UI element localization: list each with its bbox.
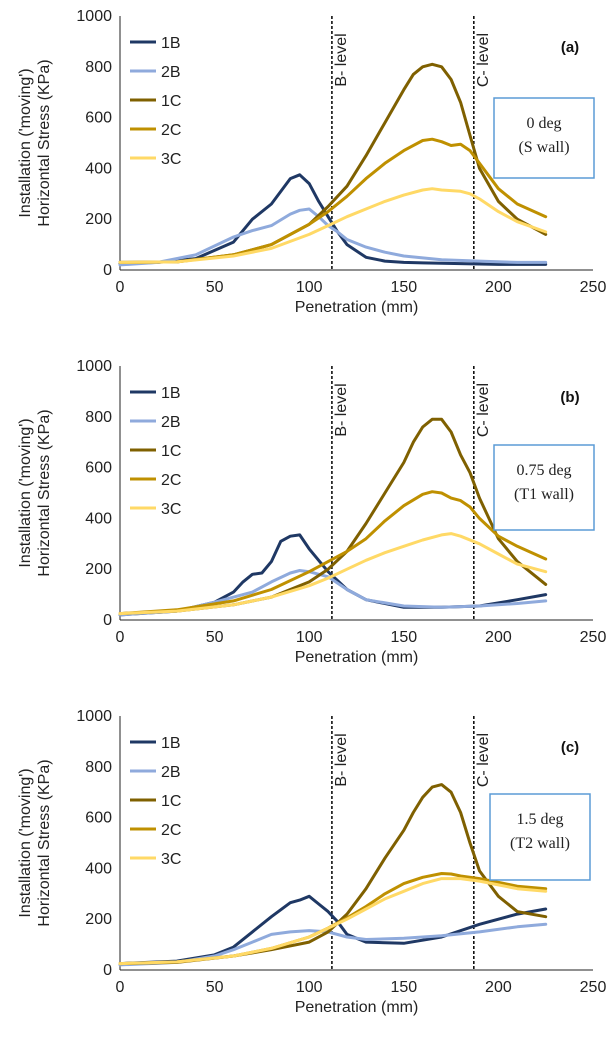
x-tick-label: 50 xyxy=(206,629,224,646)
x-tick-label: 200 xyxy=(485,979,512,996)
series-line-1C xyxy=(118,783,548,966)
x-axis-title: Penetration (mm) xyxy=(295,649,419,666)
reference-line-label: B- level xyxy=(333,733,350,786)
x-axis-title: Penetration (mm) xyxy=(295,299,419,316)
y-axis-title: Horizontal Stress (KPa) xyxy=(36,409,53,576)
legend-label: 2C xyxy=(161,822,181,839)
y-tick-label: 400 xyxy=(85,160,112,177)
legend-label: 1C xyxy=(161,793,181,810)
legend-label: 1C xyxy=(161,443,181,460)
y-axis-title: Installation ('moving') xyxy=(17,418,34,567)
chart-panel-1: 0 200 400 600 800 1000 0 50 100 150 200 250 Penetrat… xyxy=(17,8,607,316)
series-line-1B xyxy=(118,894,548,966)
legend-label: 1B xyxy=(161,385,181,402)
y-tick-label: 200 xyxy=(85,561,112,578)
reference-line-label: C- level xyxy=(475,733,492,787)
y-axis-title: Installation ('moving') xyxy=(17,768,34,917)
annotation-text: 0.75 deg xyxy=(516,462,571,479)
x-tick-label: 150 xyxy=(390,629,417,646)
legend-label: 1B xyxy=(161,735,181,752)
y-tick-label: 1000 xyxy=(76,8,112,25)
y-tick-label: 400 xyxy=(85,860,112,877)
x-tick-label: 50 xyxy=(206,979,224,996)
panel-label: (b) xyxy=(560,389,579,406)
x-tick-label: 250 xyxy=(580,629,607,646)
x-tick-label: 0 xyxy=(116,979,125,996)
series-line-2B xyxy=(118,207,548,267)
annotation-box xyxy=(489,793,591,881)
y-tick-label: 0 xyxy=(103,962,112,979)
y-tick-label: 0 xyxy=(103,262,112,279)
y-tick-label: 200 xyxy=(85,911,112,928)
y-tick-label: 600 xyxy=(85,460,112,477)
x-axis-title: Penetration (mm) xyxy=(295,999,419,1016)
y-tick-label: 200 xyxy=(85,211,112,228)
series-line-1C xyxy=(118,417,548,616)
panel-label: (c) xyxy=(561,739,579,756)
panel-label: (a) xyxy=(561,39,579,56)
annotation-text: 1.5 deg xyxy=(516,811,563,828)
series-line-1C xyxy=(118,62,548,264)
y-tick-label: 0 xyxy=(103,612,112,629)
legend-label: 2C xyxy=(161,472,181,489)
x-tick-label: 200 xyxy=(485,279,512,296)
y-tick-label: 600 xyxy=(85,110,112,127)
y-tick-label: 400 xyxy=(85,510,112,527)
annotation-text: 0 deg xyxy=(526,115,561,132)
y-axis-title: Horizontal Stress (KPa) xyxy=(36,759,53,926)
series-line-3C xyxy=(118,877,548,966)
y-tick-label: 800 xyxy=(85,409,112,426)
y-axis-title: Installation ('moving') xyxy=(17,68,34,217)
y-tick-label: 600 xyxy=(85,810,112,827)
reference-line-label: C- level xyxy=(475,383,492,437)
legend-label: 3C xyxy=(161,501,181,518)
y-axis-title: Horizontal Stress (KPa) xyxy=(36,59,53,226)
reference-line-label: B- level xyxy=(333,383,350,436)
x-tick-label: 0 xyxy=(116,279,125,296)
annotation-text: (T2 wall) xyxy=(510,835,570,852)
chart-panel-3: 0 200 400 600 800 1000 0 50 100 150 200 250 Penetrat… xyxy=(17,708,607,1016)
series-line-3C xyxy=(118,532,548,616)
x-tick-label: 100 xyxy=(296,629,323,646)
legend-label: 3C xyxy=(161,851,181,868)
series-line-2C xyxy=(118,137,548,264)
legend-label: 2B xyxy=(161,764,181,781)
x-tick-label: 100 xyxy=(296,279,323,296)
legend-label: 1B xyxy=(161,35,181,52)
x-tick-label: 50 xyxy=(206,279,224,296)
annotation-box xyxy=(493,444,595,531)
chart-panel-2: 0 200 400 600 800 1000 0 50 100 150 200 250 Penetrat… xyxy=(17,358,607,666)
reference-line-label: C- level xyxy=(475,33,492,87)
x-tick-label: 0 xyxy=(116,629,125,646)
y-tick-label: 800 xyxy=(85,59,112,76)
legend-label: 2C xyxy=(161,122,181,139)
x-tick-label: 200 xyxy=(485,629,512,646)
legend-label: 1C xyxy=(161,93,181,110)
annotation-text: (S wall) xyxy=(518,139,569,156)
series-line-3C xyxy=(118,187,548,264)
x-tick-label: 100 xyxy=(296,979,323,996)
y-tick-label: 1000 xyxy=(76,358,112,375)
legend-label: 2B xyxy=(161,64,181,81)
annotation-text: (T1 wall) xyxy=(514,486,574,503)
reference-line-label: B- level xyxy=(333,33,350,86)
legend-label: 3C xyxy=(161,151,181,168)
x-tick-label: 150 xyxy=(390,279,417,296)
x-tick-label: 150 xyxy=(390,979,417,996)
annotation-box xyxy=(493,97,595,179)
series-line-1B xyxy=(118,173,548,266)
x-tick-label: 250 xyxy=(580,279,607,296)
y-tick-label: 800 xyxy=(85,759,112,776)
series-line-2C xyxy=(118,490,548,616)
y-tick-label: 1000 xyxy=(76,708,112,725)
x-tick-label: 250 xyxy=(580,979,607,996)
legend-label: 2B xyxy=(161,414,181,431)
